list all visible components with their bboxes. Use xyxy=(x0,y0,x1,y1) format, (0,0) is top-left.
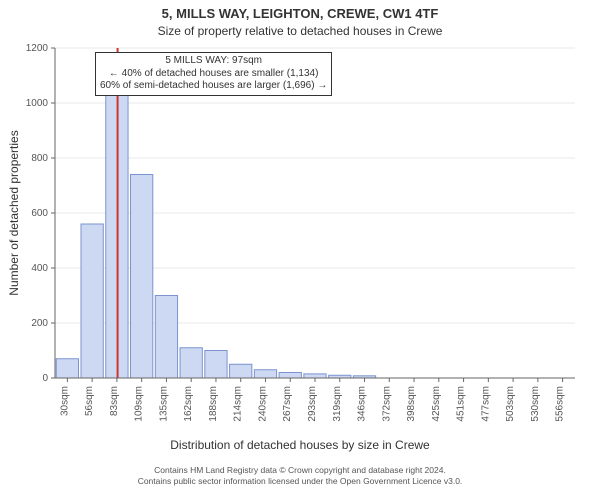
svg-text:240sqm: 240sqm xyxy=(257,386,268,422)
svg-text:400: 400 xyxy=(31,263,48,274)
svg-text:30sqm: 30sqm xyxy=(59,386,70,416)
svg-text:Number of detached properties: Number of detached properties xyxy=(7,130,21,295)
svg-text:135sqm: 135sqm xyxy=(158,386,169,422)
svg-text:800: 800 xyxy=(31,153,48,164)
svg-text:425sqm: 425sqm xyxy=(431,386,442,422)
svg-text:1000: 1000 xyxy=(26,98,49,109)
svg-text:109sqm: 109sqm xyxy=(134,386,145,422)
footer-line: Contains public sector information licen… xyxy=(0,476,600,487)
svg-text:503sqm: 503sqm xyxy=(505,386,516,422)
svg-text:267sqm: 267sqm xyxy=(282,386,293,422)
annotation-line: ← 40% of detached houses are smaller (1,… xyxy=(100,68,327,81)
svg-text:293sqm: 293sqm xyxy=(307,386,318,422)
svg-text:346sqm: 346sqm xyxy=(357,386,368,422)
svg-text:556sqm: 556sqm xyxy=(555,386,566,422)
svg-text:451sqm: 451sqm xyxy=(456,386,467,422)
svg-text:56sqm: 56sqm xyxy=(84,386,95,416)
svg-text:200: 200 xyxy=(31,318,48,329)
footer-attribution: Contains HM Land Registry data © Crown c… xyxy=(0,465,600,486)
svg-text:188sqm: 188sqm xyxy=(208,386,219,422)
svg-text:214sqm: 214sqm xyxy=(233,386,244,422)
svg-text:372sqm: 372sqm xyxy=(381,386,392,422)
svg-text:83sqm: 83sqm xyxy=(109,386,120,416)
svg-text:1200: 1200 xyxy=(26,43,49,54)
annotation-line: 5 MILLS WAY: 97sqm xyxy=(100,55,327,68)
svg-text:319sqm: 319sqm xyxy=(332,386,343,422)
annotation-line: 60% of semi-detached houses are larger (… xyxy=(100,80,327,93)
svg-text:398sqm: 398sqm xyxy=(406,386,417,422)
svg-text:477sqm: 477sqm xyxy=(480,386,491,422)
svg-text:600: 600 xyxy=(31,208,48,219)
annotation-box: 5 MILLS WAY: 97sqm ← 40% of detached hou… xyxy=(95,52,332,96)
svg-text:162sqm: 162sqm xyxy=(183,386,194,422)
svg-text:530sqm: 530sqm xyxy=(530,386,541,422)
x-axis-label: Distribution of detached houses by size … xyxy=(0,438,600,452)
footer-line: Contains HM Land Registry data © Crown c… xyxy=(0,465,600,476)
svg-text:0: 0 xyxy=(42,373,48,384)
